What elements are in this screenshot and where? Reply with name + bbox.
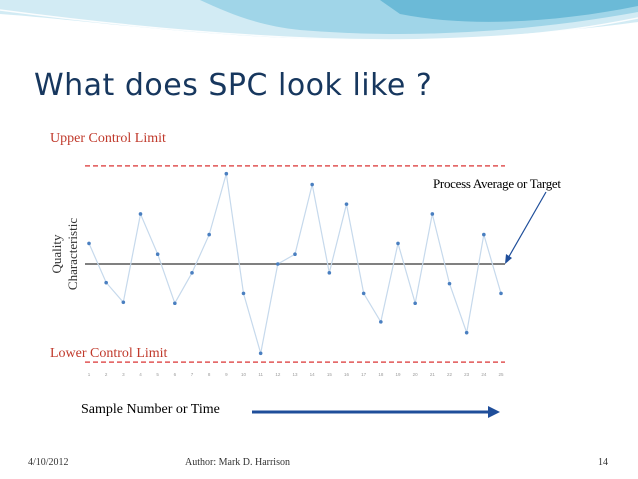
data-point	[361, 291, 366, 296]
data-point	[207, 232, 211, 237]
data-point	[344, 202, 349, 206]
x-tick-label: 5	[156, 372, 159, 377]
x-tick-label: 9	[225, 372, 228, 377]
x-tick-label: 3	[122, 372, 125, 377]
data-point	[173, 301, 177, 306]
x-tick-label: 20	[413, 372, 419, 377]
data-point	[138, 212, 143, 216]
data-point	[396, 241, 400, 246]
data-point	[241, 291, 246, 296]
data-point	[447, 281, 452, 286]
x-tick-label: 17	[361, 372, 367, 377]
x-tick-label: 1	[88, 372, 91, 377]
data-point	[379, 320, 383, 324]
x-tick-label: 22	[447, 372, 453, 377]
footer-author: Author: Mark D. Harrison	[185, 457, 290, 468]
lower-control-limit-label: Lower Control Limit	[50, 346, 168, 361]
data-point	[482, 232, 486, 237]
x-tick-label: 8	[208, 372, 211, 377]
data-point	[293, 252, 297, 256]
x-tick-label: 24	[481, 372, 487, 377]
average-pointer-arrowhead	[505, 254, 512, 264]
footer-page-number: 14	[598, 457, 608, 468]
x-tick-label: 18	[378, 372, 384, 377]
data-point	[464, 330, 469, 335]
data-point	[224, 171, 229, 176]
slide-title: What does SPC look like ?	[34, 68, 433, 103]
header-wave-decoration	[0, 0, 638, 41]
y-axis-label-line-2: Characteristic	[65, 217, 80, 291]
data-point	[327, 271, 332, 275]
process-average-label: Process Average or Target	[433, 176, 561, 191]
upper-control-limit-label: Upper Control Limit	[50, 131, 166, 146]
x-tick-label: 25	[498, 372, 504, 377]
x-tick-label: 16	[344, 372, 350, 377]
average-pointer-arrow	[506, 191, 547, 261]
x-tick-label: 13	[292, 372, 298, 377]
x-tick-label: 21	[430, 372, 436, 377]
time-axis-arrowhead	[488, 406, 500, 418]
data-point	[258, 351, 263, 356]
data-point	[430, 212, 435, 216]
data-point	[104, 280, 108, 285]
x-axis-label: Sample Number or Time	[81, 402, 220, 417]
x-tick-label: 23	[464, 372, 470, 377]
data-point	[413, 301, 417, 306]
x-tick-label: 6	[174, 372, 177, 377]
data-point	[190, 271, 194, 275]
x-tick-label: 7	[191, 372, 194, 377]
data-point	[121, 300, 126, 305]
y-axis-label-line-1: Quality	[49, 234, 64, 274]
data-point	[276, 262, 280, 266]
y-axis-label: Quality Characteristic	[49, 194, 81, 314]
x-tick-label: 14	[310, 372, 316, 377]
data-point	[155, 252, 160, 256]
data-point	[499, 291, 503, 296]
x-tick-label: 2	[105, 372, 108, 377]
x-tick-label: 10	[241, 372, 247, 377]
x-tick-label: 4	[139, 372, 142, 377]
x-tick-label: 15	[327, 372, 333, 377]
x-tick-label: 11	[258, 372, 263, 377]
x-tick-label: 12	[275, 372, 281, 377]
footer-date: 4/10/2012	[28, 457, 69, 468]
data-point	[87, 241, 91, 246]
data-point	[310, 182, 314, 187]
x-tick-label: 19	[395, 372, 401, 377]
